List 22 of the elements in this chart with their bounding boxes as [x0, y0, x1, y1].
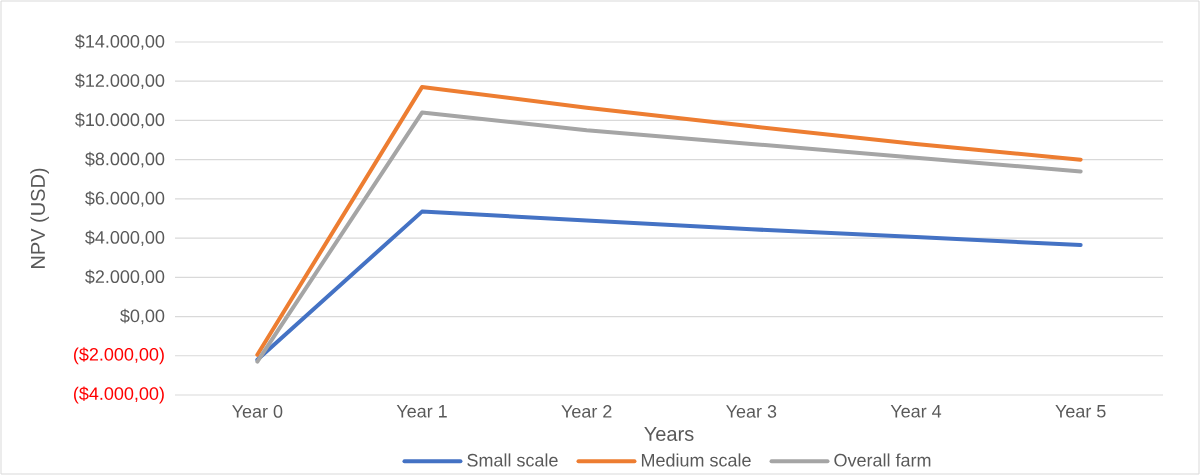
y-axis-title: NPV (USD) [30, 168, 49, 268]
x-tick-label: Year 2 [561, 405, 612, 418]
y-tick-label: ($2.000,00) [74, 347, 164, 365]
y-tick-label: $0,00 [120, 308, 165, 325]
line-series [255, 209, 1083, 362]
y-tick-label: $14.000,00 [75, 34, 165, 50]
legend-label: Medium scale [641, 453, 751, 467]
y-tick-label: $4.000,00 [85, 230, 165, 246]
x-axis-title: Years [644, 427, 694, 441]
legend-label: Overall farm [834, 453, 931, 467]
x-tick-label: Year 1 [396, 405, 447, 418]
y-tick-label: $10.000,00 [75, 112, 165, 129]
x-tick-label: Year 3 [726, 405, 777, 418]
y-tick-label: ($4.000,00) [74, 386, 164, 404]
x-tick-label: Year 4 [890, 405, 942, 418]
y-tick-label: $12.000,00 [75, 73, 165, 90]
x-tick-label: Year 0 [232, 405, 283, 418]
y-tick-label: $2.000,00 [85, 269, 165, 286]
legend-label: Small scale [467, 453, 558, 467]
y-tick-label: $8.000,00 [85, 151, 165, 168]
y-tick-label: $6.000,00 [85, 191, 165, 207]
x-tick-label: Year 5 [1055, 405, 1106, 418]
